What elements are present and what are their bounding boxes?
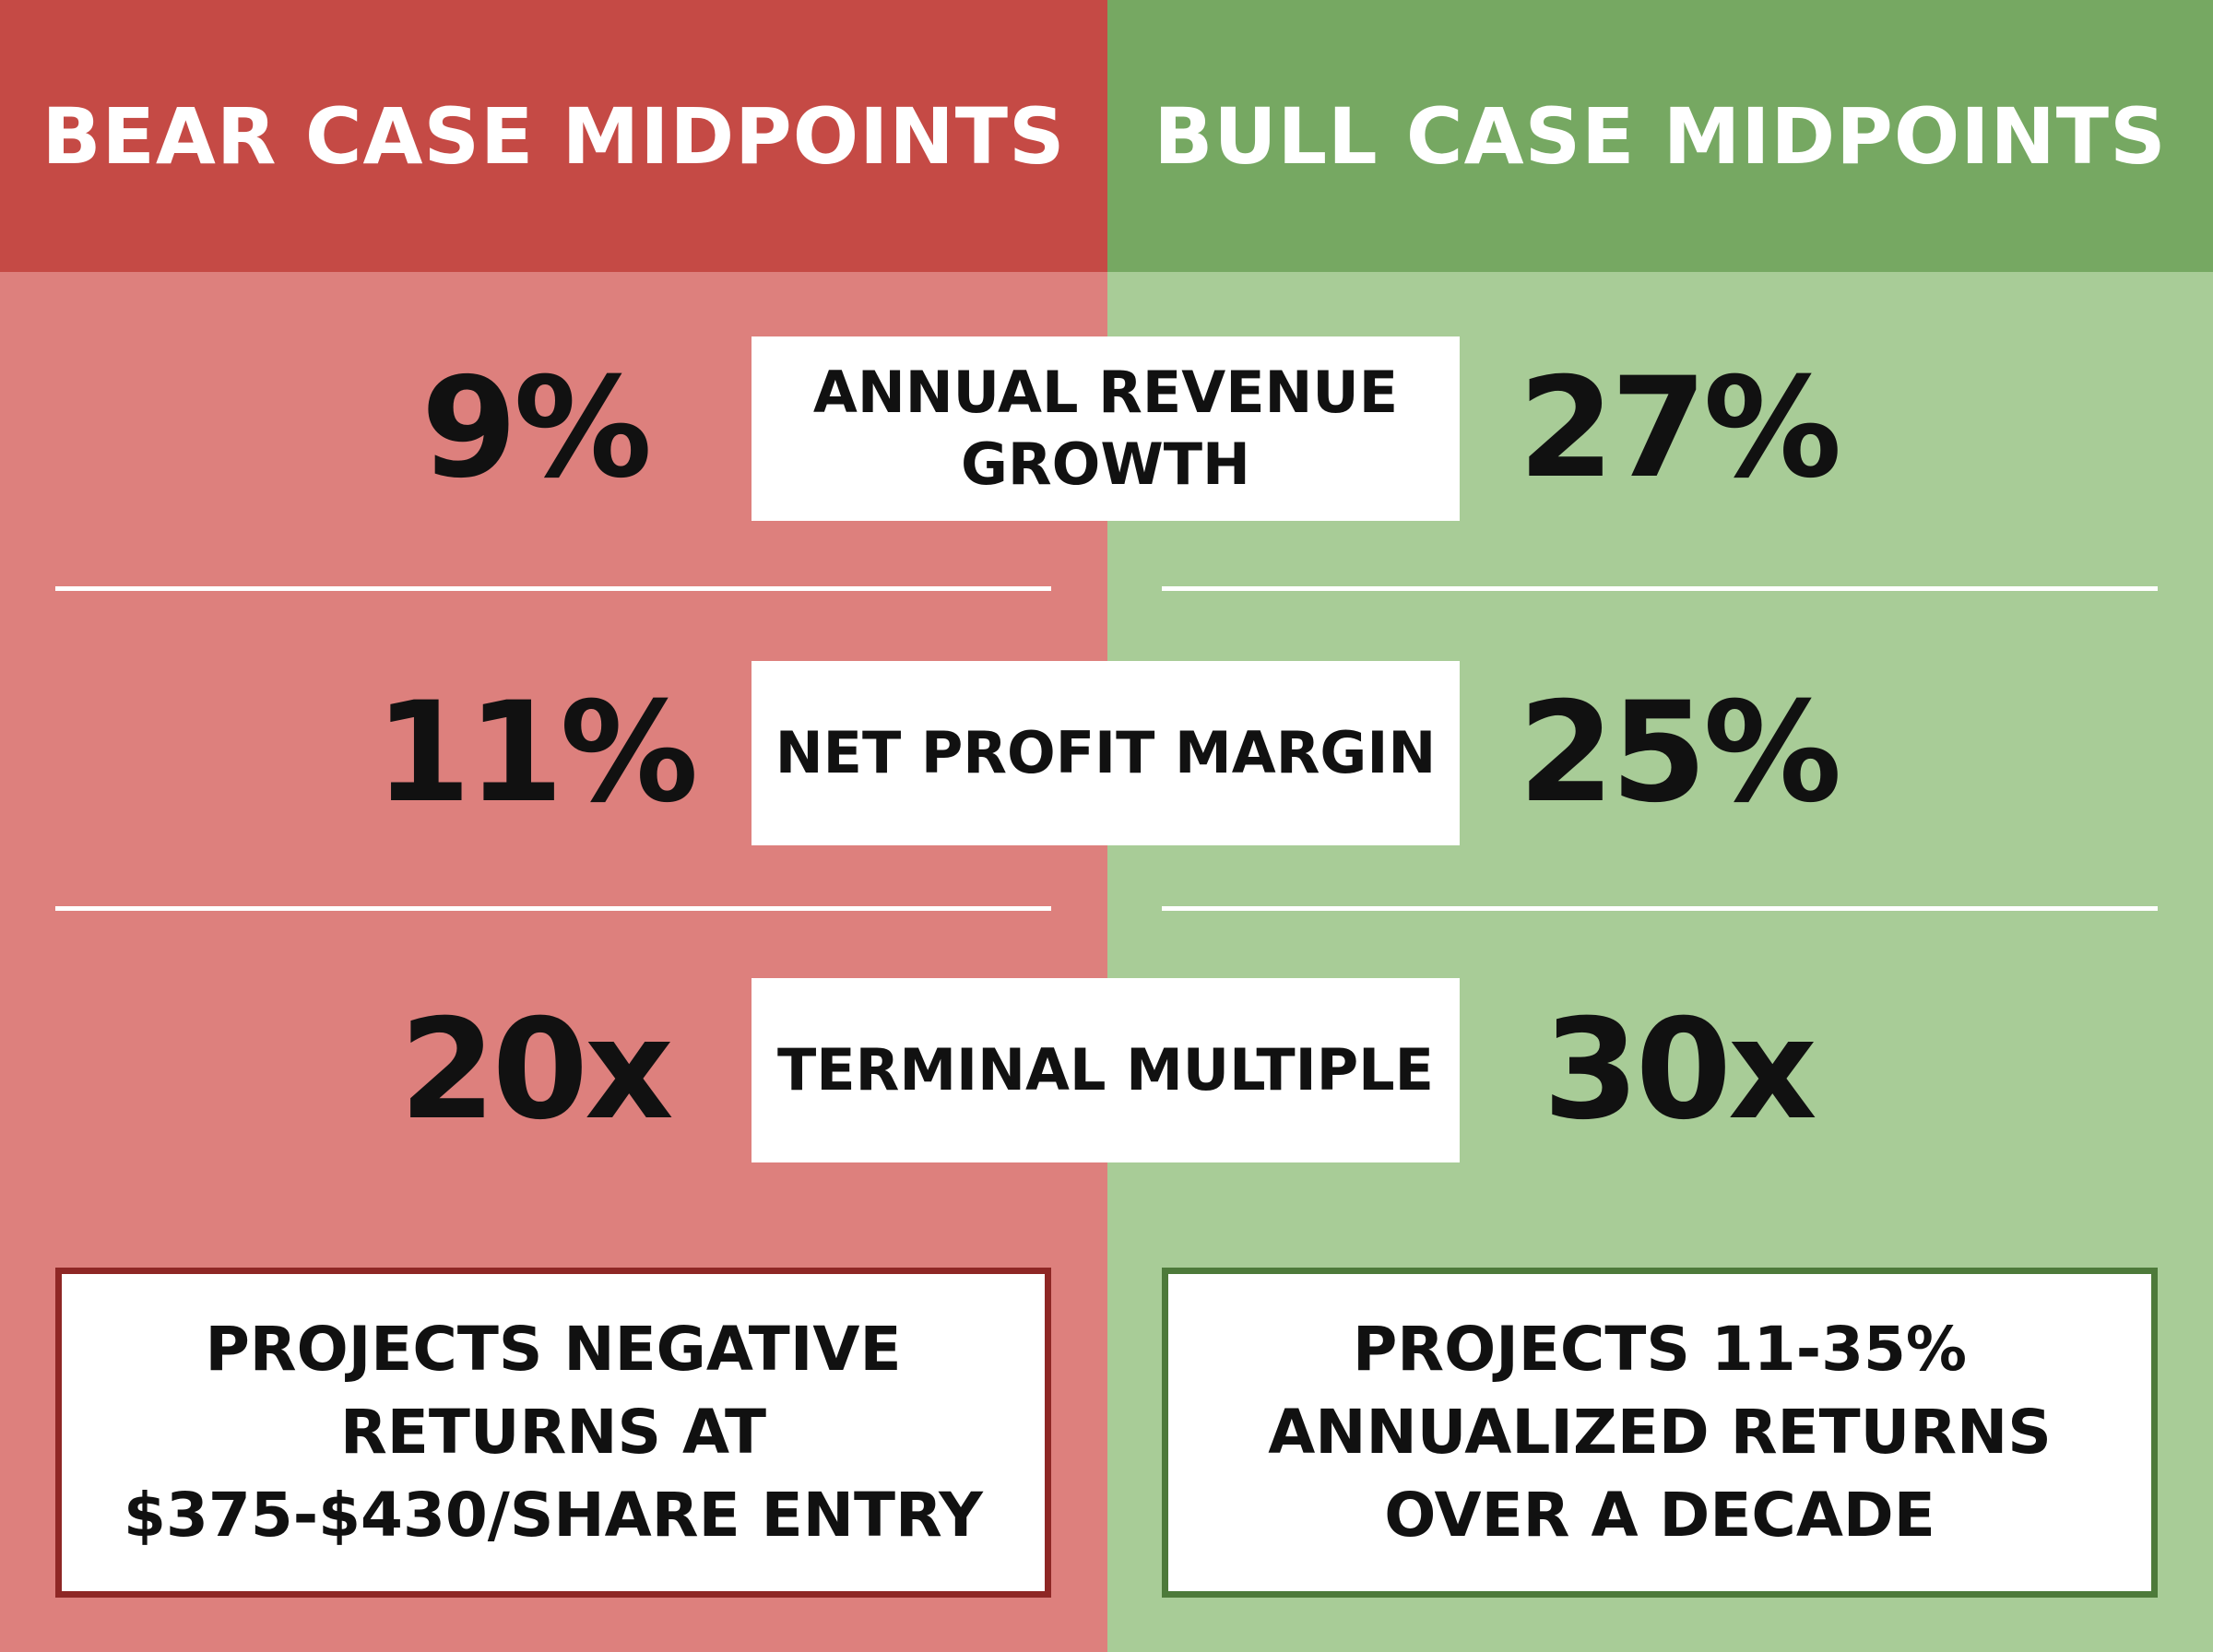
conclusion-line: ANNUALIZED RETURNS xyxy=(1268,1397,2052,1468)
divider xyxy=(1162,906,2158,911)
bull-net-profit-margin-value: 25% xyxy=(1518,673,1841,833)
bull-case-header: BULL CASE MIDPOINTS xyxy=(1107,0,2213,272)
bull-case-title: BULL CASE MIDPOINTS xyxy=(1154,90,2167,182)
conclusion-line: PROJECTS NEGATIVE xyxy=(205,1314,902,1385)
metric-label-net-profit-margin: NET PROFIT MARGIN xyxy=(751,661,1460,845)
bull-case-conclusion: PROJECTS 11-35% ANNUALIZED RETURNS OVER … xyxy=(1162,1268,2158,1598)
metric-label-line: ANNUAL REVENUE xyxy=(812,359,1399,426)
bull-terminal-multiple-value: 30x xyxy=(1543,990,1817,1150)
conclusion-line: OVER A DECADE xyxy=(1384,1480,1935,1551)
divider xyxy=(55,586,1051,591)
metric-label-revenue-growth: ANNUAL REVENUE GROWTH xyxy=(751,336,1460,521)
bear-terminal-multiple-value: 20x xyxy=(399,990,674,1150)
divider xyxy=(55,906,1051,911)
divider xyxy=(1162,586,2158,591)
metric-label-terminal-multiple: TERMINAL MULTIPLE xyxy=(751,978,1460,1162)
metric-label-line: GROWTH xyxy=(961,431,1250,498)
bear-case-title: BEAR CASE MIDPOINTS xyxy=(41,90,1066,182)
conclusion-line: PROJECTS 11-35% xyxy=(1352,1314,1968,1385)
conclusion-line: $375-$430/SHARE ENTRY xyxy=(124,1480,983,1551)
bear-case-conclusion: PROJECTS NEGATIVE RETURNS AT $375-$430/S… xyxy=(55,1268,1051,1598)
bear-net-profit-margin-value: 11% xyxy=(374,673,698,833)
bear-revenue-growth-value: 9% xyxy=(420,348,653,509)
bear-case-header: BEAR CASE MIDPOINTS xyxy=(0,0,1107,272)
conclusion-line: RETURNS AT xyxy=(339,1397,767,1468)
bull-revenue-growth-value: 27% xyxy=(1518,348,1841,509)
